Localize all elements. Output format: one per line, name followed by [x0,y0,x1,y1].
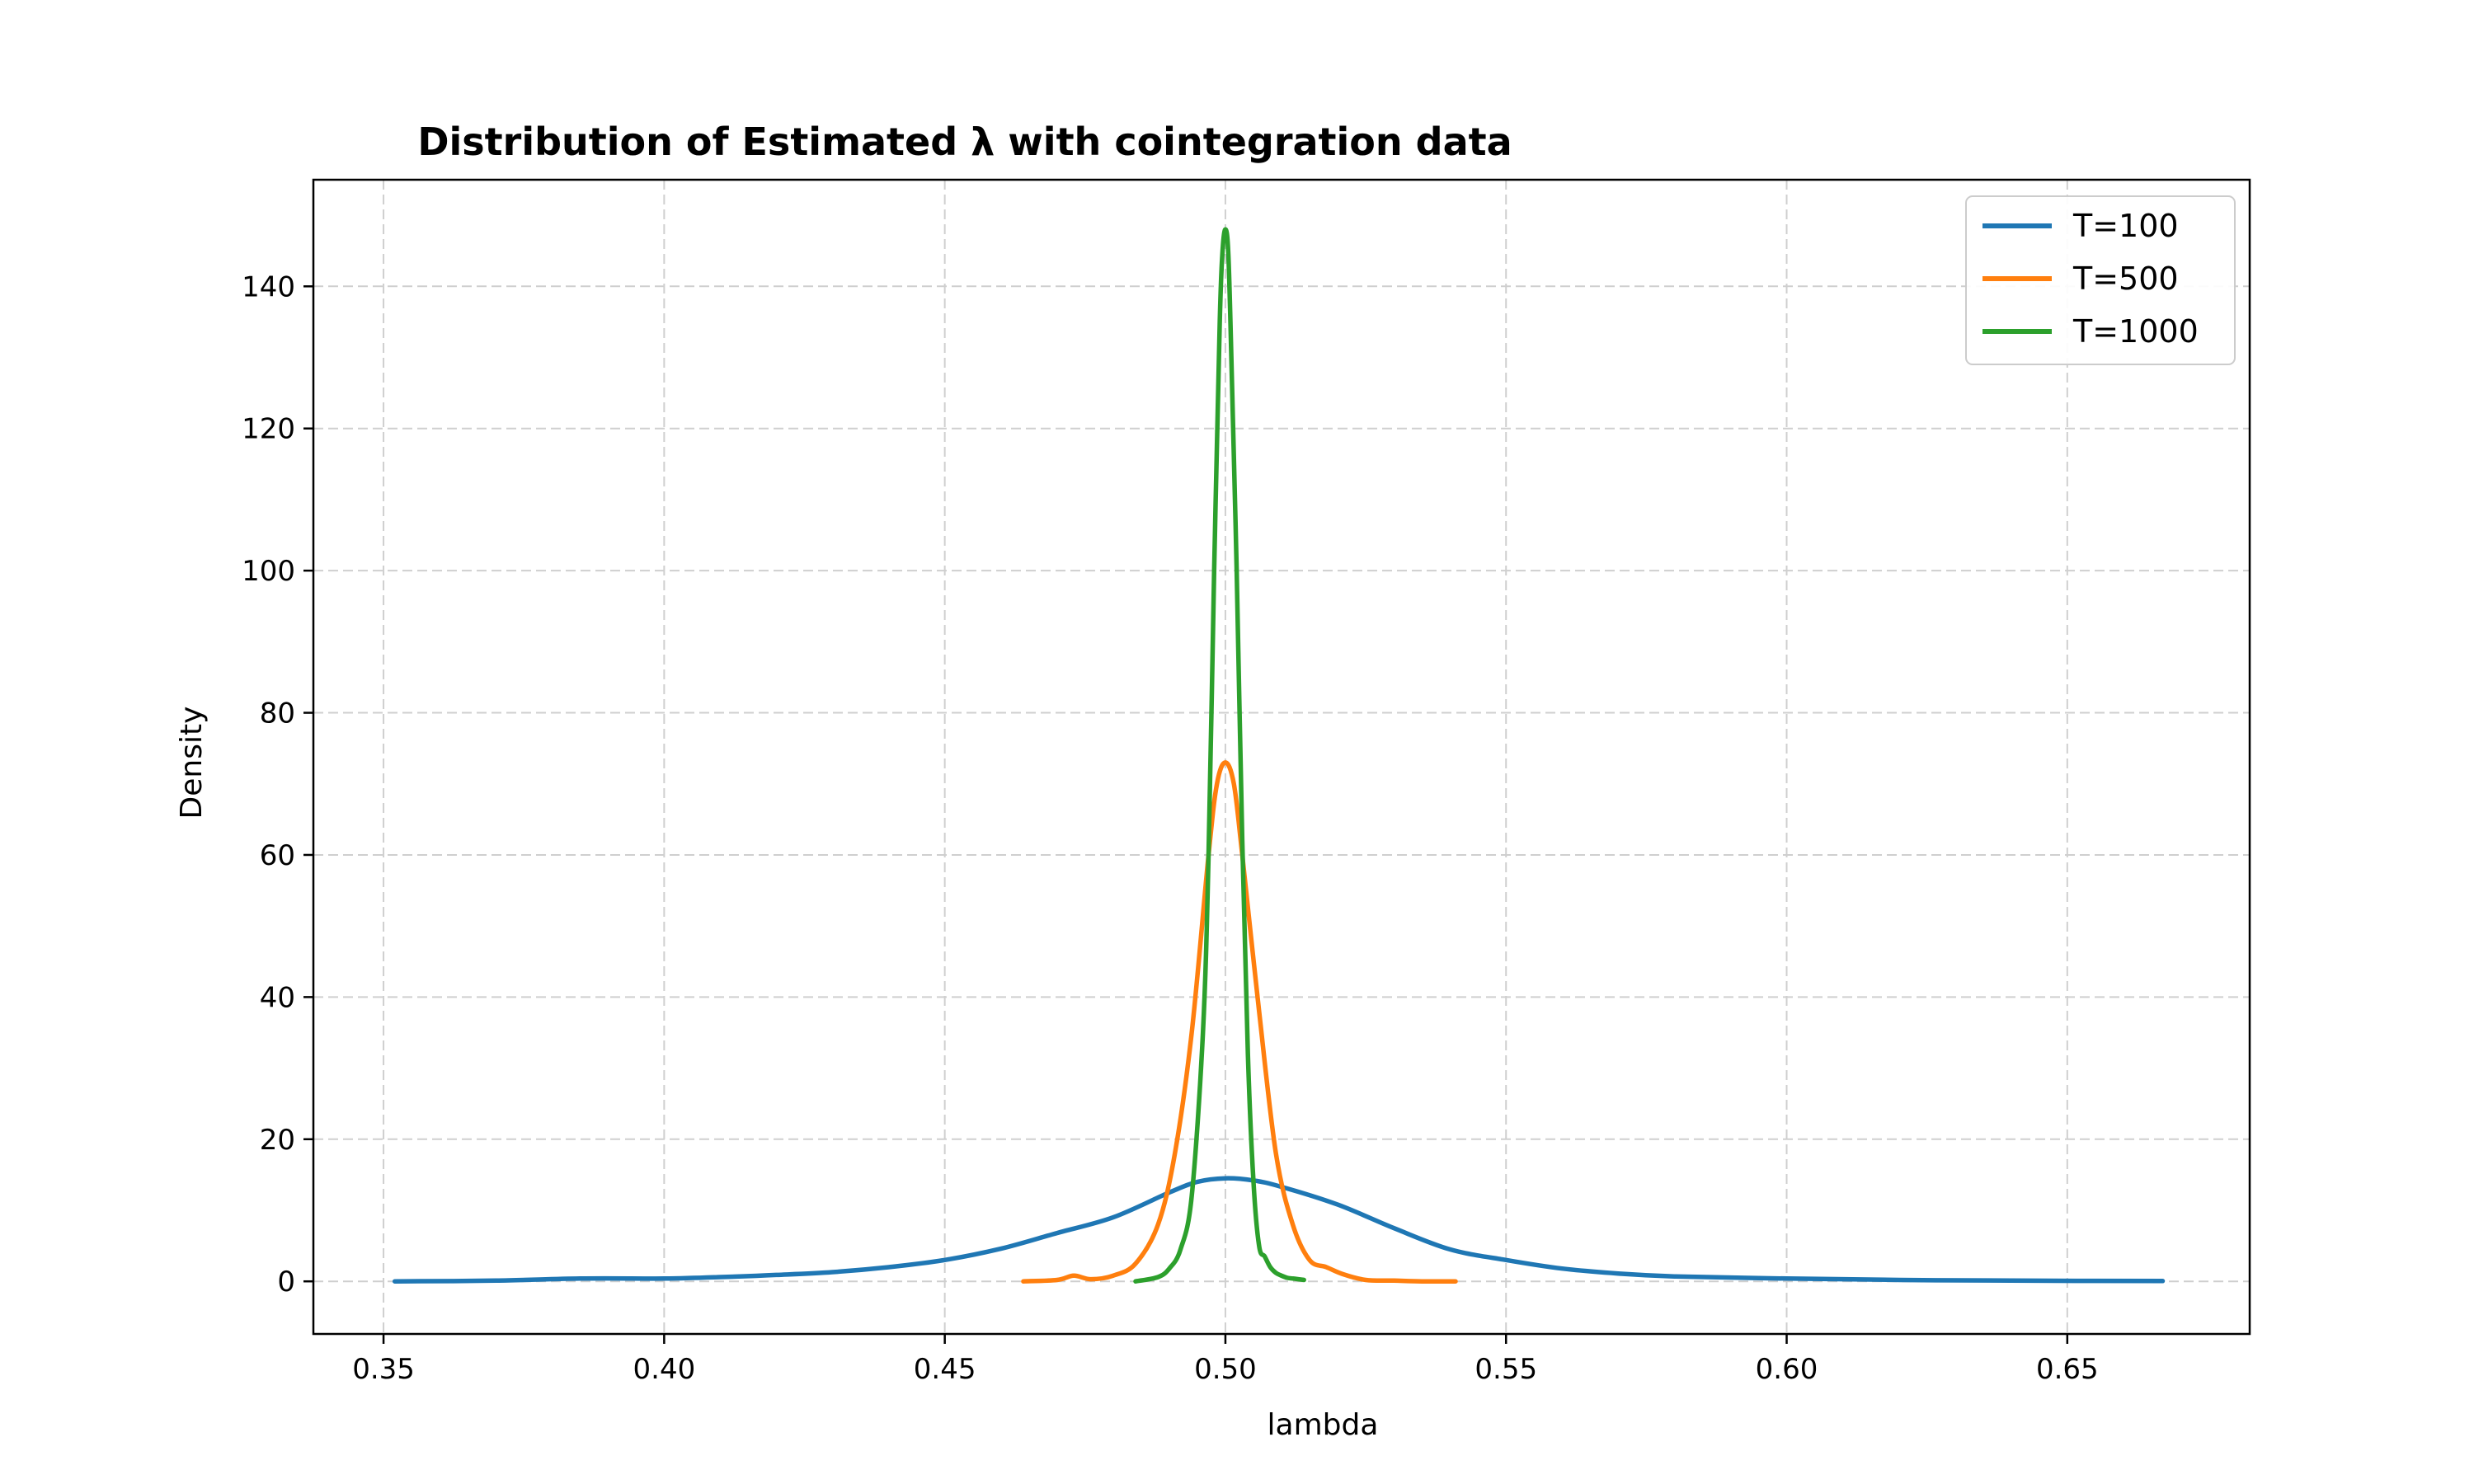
x-tick-label: 0.60 [1756,1353,1818,1386]
plot-frame [312,178,2251,1336]
x-tick-label: 0.65 [2036,1353,2099,1386]
y-tick-label: 60 [260,839,295,872]
y-tick-label: 140 [242,270,295,303]
gridlines [313,180,2250,1334]
y-tick-label: 40 [260,981,295,1014]
y-axis-ticks: 0 20 40 60 80 100 120 140 [242,270,313,1298]
y-axis-label: Density [175,707,209,819]
chart-title: Distribution of Estimated λ with cointeg… [417,120,1512,164]
legend-label-t-100: T=100 [2072,208,2179,244]
series-line-t-100 [392,1176,2166,1284]
legend-label-t-500: T=500 [2072,261,2179,297]
x-tick-label: 0.50 [1194,1353,1257,1386]
x-tick-label: 0.55 [1475,1353,1537,1386]
x-tick-label: 0.45 [914,1353,976,1386]
y-tick-label: 20 [260,1124,295,1157]
y-tick-label: 100 [242,555,295,588]
x-axis-ticks: 0.35 0.40 0.45 0.50 0.55 0.60 0.65 [352,1334,2099,1386]
series-line-t-500 [1021,760,1458,1284]
x-tick-label: 0.35 [352,1353,415,1386]
legend: T=100 T=500 T=1000 [1965,195,2236,365]
series-lines [392,227,2166,1284]
x-tick-label: 0.40 [633,1353,696,1386]
y-tick-label: 0 [277,1266,295,1298]
y-tick-label: 120 [242,413,295,446]
series-line-t-1000 [1133,227,1306,1284]
legend-label-t-1000: T=1000 [2072,313,2199,350]
x-axis-label: lambda [1268,1408,1379,1442]
y-tick-label: 80 [260,697,295,730]
legend-box [1965,195,2236,365]
